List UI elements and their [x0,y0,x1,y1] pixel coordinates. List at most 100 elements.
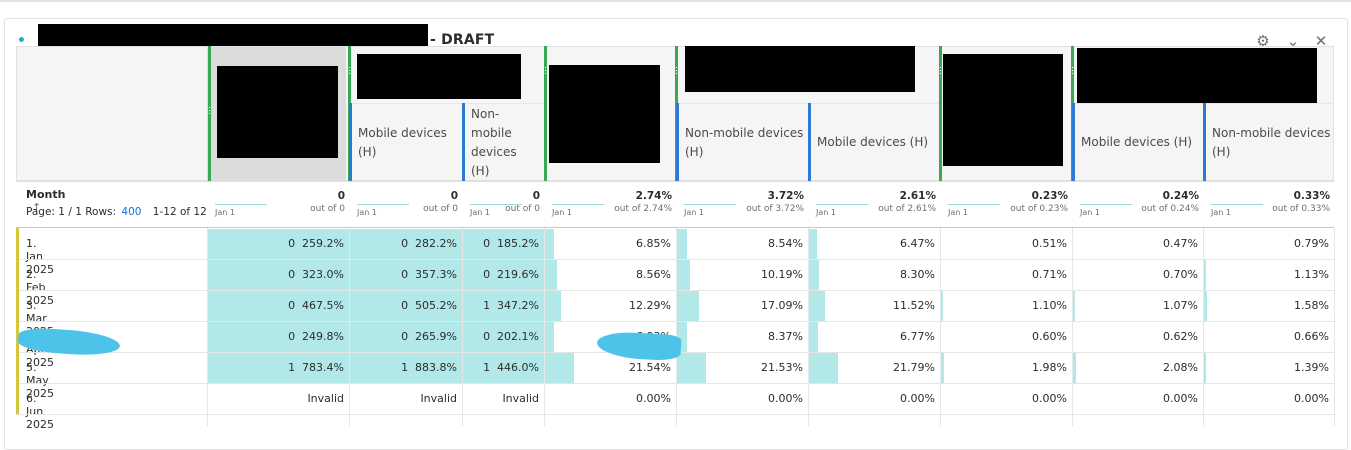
table-cell[interactable]: 0.00% [900,392,935,405]
value-bar [545,322,554,352]
column-divider [462,228,463,426]
segment-label[interactable]: Non-mobile devices (H) [1212,126,1331,159]
row-marker [16,290,19,321]
summary-total: out of 0.33% [1272,204,1330,214]
column-drag-handle[interactable] [939,66,942,76]
segment-label[interactable]: Mobile devices (H) [1081,135,1193,149]
table-cell[interactable]: 21.54% [629,361,671,374]
value-bar [545,260,557,290]
header-divider [351,103,543,104]
column-drag-handle[interactable] [208,106,211,116]
table-cell[interactable]: Invalid [420,392,457,405]
value-bar [545,353,574,383]
table-cell[interactable]: 0.62% [1163,330,1198,343]
row-marker [16,228,19,259]
table-cell[interactable]: 12.29% [629,299,671,312]
table-cell[interactable]: 0.00% [768,392,803,405]
table-cell[interactable]: 21.79% [893,361,935,374]
column-drag-handle[interactable] [348,66,351,76]
table-cell[interactable]: 0 202.1% [483,330,539,343]
table-cell[interactable]: 1.13% [1294,268,1329,281]
column-drag-handle[interactable] [1071,66,1074,76]
table-cell[interactable]: 0.79% [1294,237,1329,250]
sparkline-label: Jan 1 [470,208,490,217]
value-bar [1204,291,1207,321]
table-cell[interactable]: 0 259.2% [288,237,344,250]
page-indicator: Page: 1 / 1 [26,206,82,218]
table-cell[interactable]: 8.30% [900,268,935,281]
table-cell[interactable]: 0.00% [1294,392,1329,405]
column-drag-handle[interactable] [675,66,678,76]
rows-per-page-select[interactable]: 400 [121,206,142,218]
table-cell[interactable]: 1.98% [1032,361,1067,374]
summary-cell: 3.72% out of 3.72% Jan 1 [676,181,808,228]
table-cell[interactable]: 6.85% [636,237,671,250]
table-cell[interactable]: 1.39% [1294,361,1329,374]
value-bar [809,322,818,352]
redacted-metric-header [1077,48,1317,103]
row-divider [16,414,1334,415]
table-cell[interactable]: 2.08% [1163,361,1198,374]
table-cell[interactable]: 0 185.2% [483,237,539,250]
table-cell[interactable]: 0.00% [636,392,671,405]
table-cell[interactable]: 1.10% [1032,299,1067,312]
column-divider [1203,228,1204,426]
gear-icon[interactable]: ⚙ [1256,32,1270,50]
column-divider [349,228,350,426]
segment-marker [349,103,352,181]
table-cell[interactable]: 21.53% [761,361,803,374]
row-label[interactable]: 6. Jun 2025 [26,392,54,431]
table-cell[interactable]: 1.58% [1294,299,1329,312]
summary-total: out of 2.74% [614,204,672,214]
arrow-up-icon[interactable]: ↑ [32,201,42,214]
table-cell[interactable]: 0 219.6% [483,268,539,281]
table-cell[interactable]: 0.71% [1032,268,1067,281]
table-cell[interactable]: 0.60% [1032,330,1067,343]
table-cell[interactable]: 1.07% [1163,299,1198,312]
table-cell[interactable]: 1 347.2% [483,299,539,312]
table-cell[interactable]: Invalid [502,392,539,405]
table-cell[interactable]: 0.47% [1163,237,1198,250]
table-cell[interactable]: 0.70% [1163,268,1198,281]
table-cell[interactable]: 17.09% [761,299,803,312]
table-cell[interactable]: 0 323.0% [288,268,344,281]
sparkline [1080,204,1132,205]
segment-label[interactable]: Non-mobile devices (H) [685,126,804,159]
value-bar [941,353,944,383]
table-cell[interactable]: 0 265.9% [401,330,457,343]
table-cell[interactable]: 0 467.5% [288,299,344,312]
table-cell[interactable]: 0 282.2% [401,237,457,250]
close-icon[interactable]: ✕ [1314,32,1328,50]
metric-group-marker [544,46,547,181]
segment-label[interactable]: Non-mobile devices (H) [471,107,517,178]
table-cell[interactable]: 10.19% [761,268,803,281]
table-cell[interactable]: 0 505.2% [401,299,457,312]
row-range: 1-12 of 12 [152,206,207,218]
table-cell[interactable]: 11.52% [893,299,935,312]
table-cell[interactable]: Invalid [307,392,344,405]
chevron-down-icon[interactable]: ⌄ [1286,32,1300,50]
table-cell[interactable]: 8.54% [768,237,803,250]
table-cell[interactable]: 1 783.4% [288,361,344,374]
segment-label[interactable]: Mobile devices (H) [817,135,929,149]
table-cell[interactable]: 0.00% [1032,392,1067,405]
table-cell[interactable]: 0 357.3% [401,268,457,281]
segment-label[interactable]: Mobile devices (H) [358,126,447,159]
table-cell[interactable]: 0 249.8% [288,330,344,343]
table-cell[interactable]: 0.00% [1163,392,1198,405]
table-cell[interactable]: 8.37% [768,330,803,343]
metric-group-marker [939,46,942,181]
dimension-header[interactable]: Month ↑ [26,188,65,214]
table-cell[interactable]: 6.47% [900,237,935,250]
redacted-metric-header [217,66,338,158]
table-cell[interactable]: 1 446.0% [483,361,539,374]
table-cell[interactable]: 6.77% [900,330,935,343]
value-bar [1073,291,1075,321]
table-cell[interactable]: 8.56% [636,268,671,281]
table-cell[interactable]: 0.66% [1294,330,1329,343]
summary-value: 0.33% [1293,190,1330,202]
table-cell[interactable]: 1 883.8% [401,361,457,374]
sparkline-label: Jan 1 [1211,208,1231,217]
column-drag-handle[interactable] [544,66,547,76]
table-cell[interactable]: 0.51% [1032,237,1067,250]
